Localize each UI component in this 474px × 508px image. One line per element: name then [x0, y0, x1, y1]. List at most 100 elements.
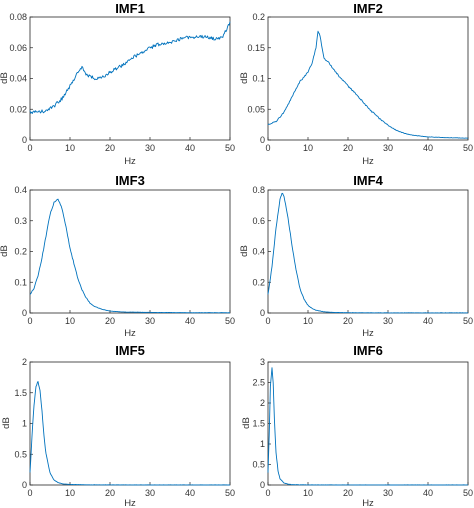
y-tick-label: 2 — [260, 398, 265, 408]
spectrum-line — [267, 367, 469, 486]
x-ticks: 0 10 20 30 40 50 — [265, 137, 473, 153]
panel-imf3: IMF3 0 0.1 0.2 0.3 0.4 0 10 20 30 40 50 Hz dB — [0, 173, 235, 339]
x-axis-label: Hz — [362, 328, 374, 339]
spectrum-line — [267, 192, 469, 314]
plot-frame — [267, 189, 469, 314]
plot-frame — [29, 361, 231, 486]
x-tick-label: 40 — [185, 316, 195, 326]
panel-title: IMF6 — [353, 343, 383, 358]
spectrum-line — [29, 21, 231, 114]
x-tick-label: 40 — [423, 488, 433, 498]
x-tick-label: 40 — [185, 143, 195, 153]
x-tick-label: 20 — [343, 143, 353, 153]
y-axis-label: dB — [1, 417, 12, 429]
x-tick-label: 10 — [65, 316, 75, 326]
panel-imf2: IMF2 0 0.05 0.1 0.15 0.2 0 10 20 30 40 50 Hz dB — [239, 1, 473, 167]
x-axis-label: Hz — [362, 156, 374, 167]
x-tick-label: 30 — [145, 316, 155, 326]
x-ticks: 0 10 20 30 40 50 — [265, 482, 473, 498]
plot-frame — [29, 189, 231, 314]
y-tick-label: 0.5 — [14, 449, 27, 459]
y-tick-label: 3 — [260, 357, 265, 367]
x-tick-label: 20 — [105, 488, 115, 498]
panel-title: IMF1 — [115, 1, 145, 16]
x-tick-label: 50 — [225, 316, 235, 326]
x-tick-label: 0 — [27, 488, 32, 498]
y-tick-label: 0.1 — [252, 74, 265, 84]
y-tick-label: 0 — [22, 308, 27, 318]
y-tick-label: 0.08 — [9, 12, 27, 22]
panel-title: IMF3 — [115, 173, 145, 188]
y-tick-label: 0.1 — [14, 277, 27, 287]
x-tick-label: 20 — [105, 143, 115, 153]
y-tick-label: 0 — [22, 135, 27, 145]
x-tick-label: 10 — [65, 143, 75, 153]
x-tick-label: 40 — [423, 143, 433, 153]
x-tick-label: 0 — [27, 143, 32, 153]
y-tick-label: 0 — [260, 308, 265, 318]
y-tick-label: 0.2 — [14, 247, 27, 257]
y-tick-label: 0.04 — [9, 74, 27, 84]
x-tick-label: 40 — [423, 316, 433, 326]
y-axis-label: dB — [0, 72, 10, 84]
panel-title: IMF4 — [353, 173, 383, 188]
x-tick-label: 10 — [303, 488, 313, 498]
panel-imf5: IMF5 0 0.5 1 1.5 2 0 10 20 30 40 50 Hz dB — [1, 343, 235, 508]
y-tick-label: 0.15 — [247, 43, 265, 53]
y-tick-label: 0.05 — [247, 104, 265, 114]
y-tick-label: 0 — [260, 480, 265, 490]
y-tick-label: 2.5 — [252, 378, 265, 388]
y-tick-label: 0.4 — [14, 185, 27, 195]
y-ticks: 0 0.05 0.1 0.15 0.2 — [247, 12, 271, 145]
spectrum-line — [29, 198, 231, 314]
panel-imf6: IMF6 0 0.5 1 1.5 2 2.5 3 0 10 20 30 40 50 Hz dB — [241, 343, 473, 508]
y-tick-label: 0.06 — [9, 43, 27, 53]
y-axis-label: dB — [0, 245, 10, 257]
x-tick-label: 0 — [27, 316, 32, 326]
y-tick-label: 1 — [260, 439, 265, 449]
x-tick-label: 0 — [265, 316, 270, 326]
y-axis-label: dB — [239, 72, 250, 84]
y-ticks: 0 0.2 0.4 0.6 0.8 — [252, 185, 271, 318]
x-tick-label: 30 — [145, 488, 155, 498]
spectrum-line — [267, 30, 469, 139]
panel-imf1: IMF1 0 0.02 0.04 0.06 0.08 0 10 20 30 40 50 Hz dB — [0, 1, 235, 167]
y-ticks: 0 0.02 0.04 0.06 0.08 — [9, 12, 33, 145]
panel-imf4: IMF4 0 0.2 0.4 0.6 0.8 0 10 20 30 40 50 Hz dB — [239, 173, 473, 339]
x-tick-label: 0 — [265, 488, 270, 498]
x-tick-label: 50 — [463, 316, 473, 326]
x-tick-label: 10 — [303, 316, 313, 326]
x-tick-label: 40 — [185, 488, 195, 498]
x-tick-label: 30 — [383, 143, 393, 153]
x-axis-label: Hz — [124, 328, 136, 339]
x-tick-label: 10 — [65, 488, 75, 498]
y-tick-label: 1.5 — [14, 388, 27, 398]
x-tick-label: 20 — [105, 316, 115, 326]
x-axis-label: Hz — [124, 498, 136, 508]
spectrum-line — [29, 381, 231, 486]
y-tick-label: 0.6 — [252, 216, 265, 226]
plot-frame — [267, 361, 469, 486]
x-tick-label: 30 — [383, 488, 393, 498]
x-tick-label: 50 — [463, 143, 473, 153]
y-ticks: 0 0.1 0.2 0.3 0.4 — [14, 185, 33, 318]
x-axis-label: Hz — [124, 156, 136, 167]
y-tick-label: 0.5 — [252, 460, 265, 470]
x-tick-label: 10 — [303, 143, 313, 153]
plot-frame — [267, 16, 469, 141]
y-tick-label: 0.02 — [9, 104, 27, 114]
x-tick-label: 30 — [145, 143, 155, 153]
y-tick-label: 0.4 — [252, 247, 265, 257]
x-tick-label: 50 — [225, 488, 235, 498]
x-tick-label: 30 — [383, 316, 393, 326]
y-tick-label: 0.2 — [252, 12, 265, 22]
x-ticks: 0 10 20 30 40 50 — [265, 310, 473, 326]
y-tick-label: 0.3 — [14, 216, 27, 226]
x-axis-label: Hz — [362, 498, 374, 508]
x-tick-label: 50 — [225, 143, 235, 153]
x-ticks: 0 10 20 30 40 50 — [27, 482, 235, 498]
y-tick-label: 2 — [22, 357, 27, 367]
x-tick-label: 20 — [343, 316, 353, 326]
x-tick-label: 50 — [463, 488, 473, 498]
